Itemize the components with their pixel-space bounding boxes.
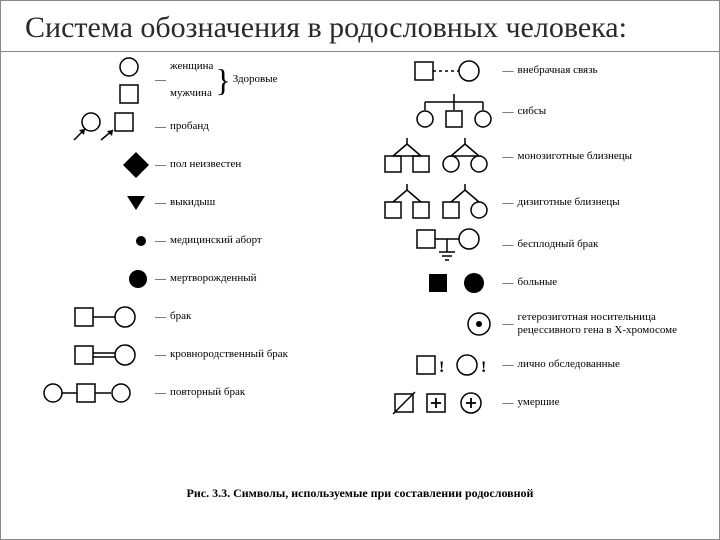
row-miscarriage: — выкидыш bbox=[11, 184, 369, 222]
row-unknown-sex: — пол неизвестен bbox=[11, 146, 369, 184]
symbol-extramarital bbox=[369, 58, 499, 84]
dash: — bbox=[155, 121, 166, 133]
dash: — bbox=[503, 151, 514, 163]
row-stillborn: — мертворожденный bbox=[11, 260, 369, 298]
row-monozyg: — монозиготные близнецы bbox=[369, 134, 709, 180]
dash: — bbox=[503, 106, 514, 118]
dash: — bbox=[503, 239, 514, 251]
label-abortion: медицинский аборт bbox=[170, 234, 369, 246]
row-remarriage: — повторный брак bbox=[11, 374, 369, 412]
row-abortion: — медицинский аборт bbox=[11, 222, 369, 260]
dash: — bbox=[503, 197, 514, 209]
label-deceased: умершие bbox=[518, 396, 709, 408]
label-remarriage: повторный брак bbox=[170, 386, 369, 398]
left-column: — женщина мужчина } Здоровые — п bbox=[11, 52, 369, 482]
symbol-carrier bbox=[369, 310, 499, 338]
dash: — bbox=[503, 277, 514, 289]
pedigree-legend-diagram: — женщина мужчина } Здоровые — п bbox=[1, 52, 719, 482]
row-extramarital: — внебрачная связь bbox=[369, 52, 709, 90]
symbol-unknown-sex bbox=[11, 150, 151, 180]
label-infertile: бесплодный брак bbox=[518, 238, 709, 250]
right-column: — внебрачная связь — сибсы bbox=[369, 52, 709, 482]
dash: — bbox=[155, 159, 166, 171]
row-infertile: — бесплодный брак bbox=[369, 226, 709, 264]
row-sibs: — сибсы bbox=[369, 90, 709, 134]
label-monozyg: монозиготные близнецы bbox=[518, 150, 709, 162]
symbol-stillborn bbox=[11, 266, 151, 292]
dash: — bbox=[503, 65, 514, 77]
dash: — bbox=[155, 197, 166, 209]
dash: — bbox=[503, 397, 514, 409]
symbol-deceased bbox=[369, 390, 499, 416]
row-consang: — кровнородственный брак bbox=[11, 336, 369, 374]
symbol-sibs bbox=[369, 92, 499, 132]
svg-text:!: ! bbox=[439, 359, 444, 376]
row-proband: — пробанд bbox=[11, 108, 369, 146]
symbol-proband bbox=[11, 110, 151, 144]
row-marriage: — брак bbox=[11, 298, 369, 336]
row-female-male: — женщина мужчина } Здоровые bbox=[11, 52, 369, 108]
symbol-miscarriage bbox=[11, 192, 151, 214]
dash: — bbox=[155, 273, 166, 285]
label-sibs: сибсы bbox=[518, 105, 709, 117]
symbol-affected bbox=[369, 270, 499, 296]
label-dizyg: дизиготные близнецы bbox=[518, 196, 709, 208]
row-dizyg: — дизиготные близнецы bbox=[369, 180, 709, 226]
dash: — bbox=[503, 359, 514, 371]
symbol-abortion bbox=[11, 231, 151, 251]
label-healthy: Здоровые bbox=[233, 73, 369, 85]
svg-text:!: ! bbox=[481, 359, 486, 376]
figure-caption: Рис. 3.3. Символы, используемые при сост… bbox=[1, 486, 719, 501]
dash: — bbox=[155, 311, 166, 323]
page-title: Система обозначения в родословных челове… bbox=[25, 9, 695, 47]
brace-icon: } bbox=[215, 64, 230, 96]
label-consang: кровнородственный брак bbox=[170, 348, 369, 360]
label-examined: лично обследованные bbox=[518, 358, 709, 370]
symbol-marriage bbox=[11, 304, 151, 330]
row-examined: ! ! — лично обследованные bbox=[369, 346, 709, 384]
row-affected: — больные bbox=[369, 264, 709, 302]
dash: — bbox=[155, 387, 166, 399]
label-stillborn: мертворожденный bbox=[170, 272, 369, 284]
label-miscarriage: выкидыш bbox=[170, 196, 369, 208]
symbol-dizyg bbox=[369, 182, 499, 224]
label-unknown-sex: пол неизвестен bbox=[170, 158, 369, 170]
dash: — bbox=[155, 349, 166, 361]
symbol-remarriage bbox=[11, 380, 151, 406]
label-marriage: брак bbox=[170, 310, 369, 322]
dash: — bbox=[155, 74, 166, 86]
title-area: Система обозначения в родословных челове… bbox=[1, 1, 719, 52]
label-proband: пробанд bbox=[170, 120, 369, 132]
row-deceased: — умершие bbox=[369, 384, 709, 422]
symbol-consang bbox=[11, 342, 151, 368]
symbol-infertile bbox=[369, 226, 499, 264]
symbol-monozyg bbox=[369, 136, 499, 178]
label-male: мужчина bbox=[170, 87, 213, 99]
label-extramarital: внебрачная связь bbox=[518, 64, 709, 76]
row-carrier: — гетерозиготная носительница рецессивно… bbox=[369, 302, 709, 346]
label-affected: больные bbox=[518, 276, 709, 288]
dash: — bbox=[503, 318, 514, 330]
dash: — bbox=[155, 235, 166, 247]
symbol-female-male bbox=[11, 53, 151, 107]
label-female: женщина bbox=[170, 60, 213, 72]
symbol-examined: ! ! bbox=[369, 352, 499, 378]
label-carrier: гетерозиготная носительница рецессивного… bbox=[518, 311, 709, 335]
